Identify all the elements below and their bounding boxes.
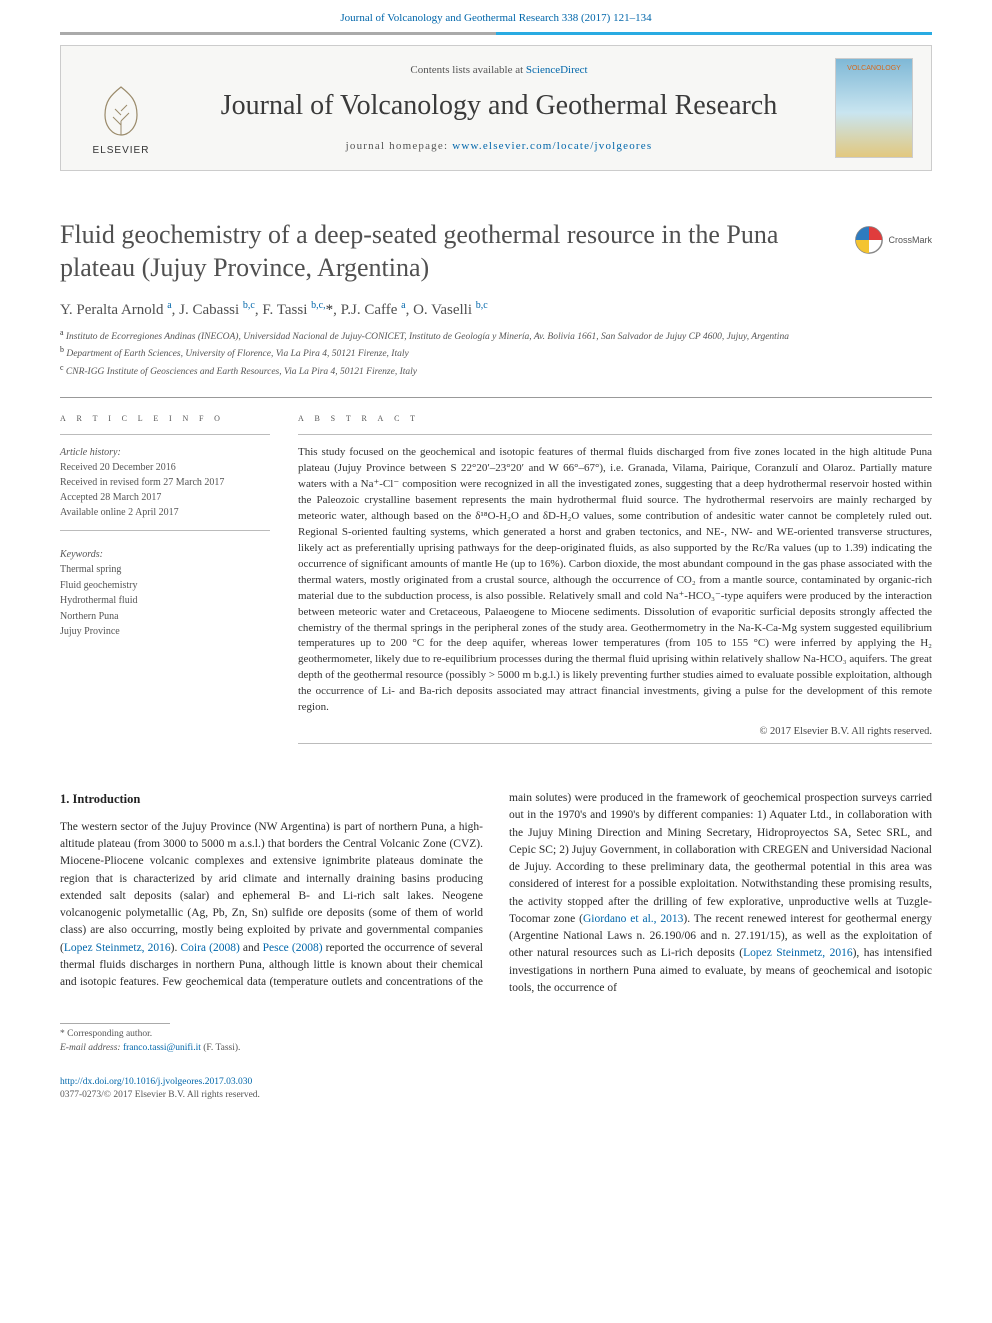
ref-link-coira-2008[interactable]: Coira (2008) [180, 942, 239, 954]
journal-title: Journal of Volcanology and Geothermal Re… [173, 90, 825, 122]
section-heading-intro: 1. Introduction [60, 790, 483, 809]
citation-bar: Journal of Volcanology and Geothermal Re… [0, 0, 992, 32]
contents-prefix: Contents lists available at [410, 64, 525, 76]
keywords-label: Keywords: [60, 549, 270, 560]
keywords-list: Thermal springFluid geochemistryHydrothe… [60, 562, 270, 640]
ref-link-pesce-2008[interactable]: Pesce (2008) [263, 942, 323, 954]
email-label: E-mail address: [60, 1043, 123, 1053]
doi-link[interactable]: http://dx.doi.org/10.1016/j.jvolgeores.2… [60, 1077, 252, 1087]
crossmark-icon [854, 225, 884, 255]
abstract-column: A B S T R A C T This study focused on th… [298, 398, 932, 754]
affiliations: a Instituto de Ecorregiones Andinas (INE… [60, 327, 932, 379]
email-link[interactable]: franco.tassi@unifi.it [123, 1043, 201, 1053]
article-We-info-heading: A R T I C L E I N F O [60, 398, 270, 424]
corresponding-label: * Corresponding author. [60, 1028, 932, 1042]
elsevier-logo: ELSEVIER [79, 60, 163, 156]
homepage-label: journal homepage: [346, 140, 453, 152]
crossmark-label: CrossMark [888, 235, 932, 245]
elsevier-tree-icon [91, 81, 151, 141]
article-history: Article history: Received 20 December 20… [60, 445, 270, 520]
crossmark-badge[interactable]: CrossMark [854, 225, 932, 255]
body-two-column: 1. Introduction The western sector of th… [60, 790, 932, 997]
history-label: Article history: [60, 447, 121, 458]
intro-paragraph: The western sector of the Jujuy Province… [60, 790, 932, 997]
abstract-bottom-divider [298, 743, 932, 744]
email-tail: (F. Tassi). [201, 1043, 241, 1053]
info-divider-2 [60, 530, 270, 531]
homepage-link[interactable]: www.elsevier.com/locate/jvolgeores [452, 140, 652, 152]
ref-link-lopez-2016b[interactable]: Lopez Steinmetz, 2016 [743, 947, 852, 959]
journal-cover-thumb: VOLCANOLOGY [835, 58, 913, 158]
abstract-heading: A B S T R A C T [298, 398, 932, 424]
abstract-text: This study focused on the geochemical an… [298, 445, 932, 716]
article-title: Fluid geochemistry of a deep-seated geot… [60, 219, 932, 284]
info-divider [60, 434, 270, 435]
sciencedirect-link[interactable]: ScienceDirect [526, 64, 588, 76]
ref-link-giordano-2013[interactable]: Giordano et al., 2013 [583, 913, 683, 925]
article-header: CrossMark Fluid geochemistry of a deep-s… [60, 219, 932, 379]
cover-label: VOLCANOLOGY [847, 65, 901, 72]
author-list: Y. Peralta Arnold a, J. Cabassi b,c, F. … [60, 300, 932, 319]
abstract-copyright: © 2017 Elsevier B.V. All rights reserved… [298, 726, 932, 737]
header-accent-line [60, 32, 932, 35]
corresponding-author-footnote: * Corresponding author. E-mail address: … [60, 1023, 932, 1056]
abstract-divider [298, 434, 932, 435]
article-info-column: A R T I C L E I N F O Article history: R… [60, 398, 270, 754]
journal-header-box: ELSEVIER Contents lists available at Sci… [60, 45, 932, 171]
elsevier-label: ELSEVIER [93, 145, 150, 156]
doi-footer: http://dx.doi.org/10.1016/j.jvolgeores.2… [60, 1076, 932, 1103]
header-center: Contents lists available at ScienceDirec… [163, 64, 835, 152]
citation-link[interactable]: Journal of Volcanology and Geothermal Re… [340, 12, 651, 24]
contents-line: Contents lists available at ScienceDirec… [173, 64, 825, 76]
journal-homepage-line: journal homepage: www.elsevier.com/locat… [173, 140, 825, 152]
issn-copyright: 0377-0273/© 2017 Elsevier B.V. All right… [60, 1090, 260, 1100]
ref-link-lopez-2016[interactable]: Lopez Steinmetz, 2016 [64, 942, 171, 954]
